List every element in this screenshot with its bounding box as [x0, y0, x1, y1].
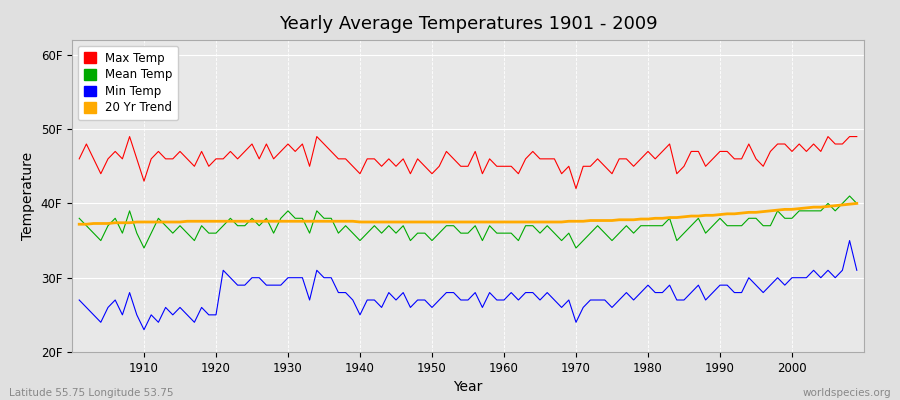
Title: Yearly Average Temperatures 1901 - 2009: Yearly Average Temperatures 1901 - 2009 [279, 15, 657, 33]
Text: worldspecies.org: worldspecies.org [803, 388, 891, 398]
X-axis label: Year: Year [454, 380, 482, 394]
Y-axis label: Temperature: Temperature [22, 152, 35, 240]
Legend: Max Temp, Mean Temp, Min Temp, 20 Yr Trend: Max Temp, Mean Temp, Min Temp, 20 Yr Tre… [78, 46, 178, 120]
Text: Latitude 55.75 Longitude 53.75: Latitude 55.75 Longitude 53.75 [9, 388, 174, 398]
